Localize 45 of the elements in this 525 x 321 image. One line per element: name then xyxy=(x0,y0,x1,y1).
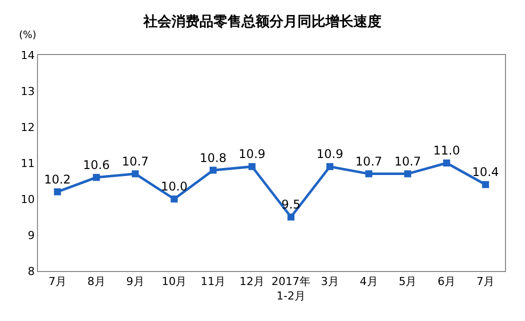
point xyxy=(92,174,100,181)
point xyxy=(248,163,256,170)
data-label: 10.7 xyxy=(122,154,149,168)
x-tick-label: 4月 xyxy=(360,275,378,288)
x-tick-label: 10月 xyxy=(162,275,187,288)
x-tick-label: 6月 xyxy=(438,275,456,288)
y-axis-title: (%) xyxy=(19,30,36,41)
x-tick-label: 2017年 1-2月 xyxy=(271,275,310,302)
data-label: 10.0 xyxy=(160,180,188,194)
x-tick-label: 3月 xyxy=(320,275,339,288)
x-tick-label: 7月 xyxy=(48,275,66,288)
data-label: 11.0 xyxy=(433,144,460,158)
data-label: 10.2 xyxy=(44,172,71,186)
data-label: 10.7 xyxy=(394,154,422,168)
data-label: 10.8 xyxy=(200,150,226,165)
x-tick-label: 11月 xyxy=(200,275,226,288)
y-tick-label: 10 xyxy=(20,192,35,206)
x-tick-label: 9月 xyxy=(126,275,144,288)
point xyxy=(443,160,450,166)
point xyxy=(54,188,61,196)
x-tick-label: 5月 xyxy=(398,275,417,288)
point xyxy=(482,181,490,188)
x-tick-label: 12月 xyxy=(240,275,265,288)
x-tick-label: 8月 xyxy=(87,275,106,288)
point xyxy=(404,170,412,178)
point xyxy=(132,170,139,178)
y-tick-label: 8 xyxy=(28,264,35,278)
x-tick-label: 7月 xyxy=(476,275,495,288)
point xyxy=(365,170,372,178)
y-tick-label: 13 xyxy=(20,84,35,98)
data-label: 10.6 xyxy=(83,158,110,172)
y-tick-label: 14 xyxy=(20,48,35,62)
data-label: 10.9 xyxy=(316,147,344,162)
chart-title: 社会消费品零售总额分月同比增长速度 xyxy=(142,12,382,30)
point xyxy=(326,163,334,170)
data-label: 9.5 xyxy=(281,198,301,212)
point xyxy=(287,214,294,220)
y-tick-label: 12 xyxy=(20,120,35,134)
data-label: 10.4 xyxy=(472,165,499,180)
point xyxy=(210,166,217,174)
y-tick-label: 9 xyxy=(28,228,35,242)
y-tick-label: 11 xyxy=(20,156,35,170)
data-label: 10.9 xyxy=(238,147,266,162)
point xyxy=(170,196,178,202)
data-label: 10.7 xyxy=(355,154,382,168)
